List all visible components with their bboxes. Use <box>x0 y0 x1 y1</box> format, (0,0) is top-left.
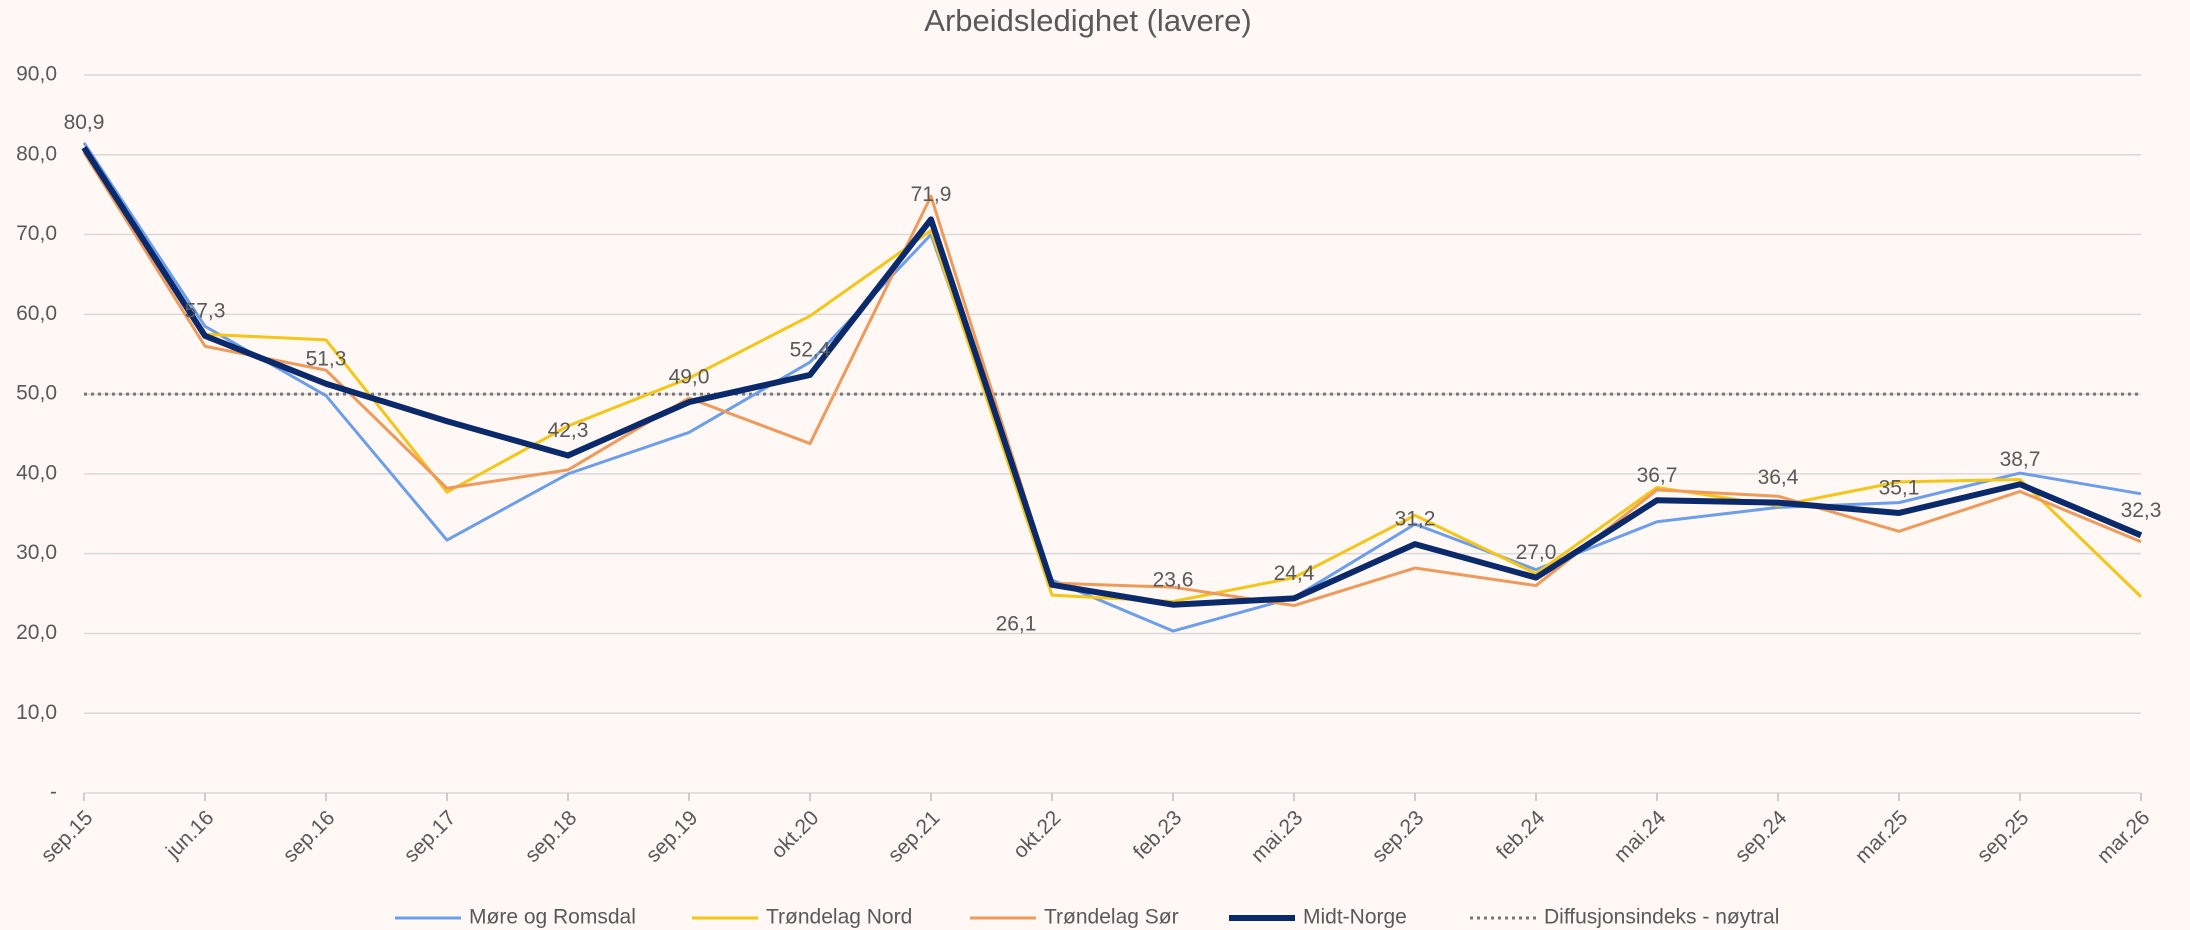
x-tick-label: mar.26 <box>2093 806 2155 868</box>
legend-label: Trøndelag Sør <box>1044 906 1179 929</box>
series-line <box>81 145 2143 608</box>
y-tick-label: 50,0 <box>16 382 57 405</box>
series-line <box>82 151 2142 608</box>
x-tick-label: sep.17 <box>400 806 461 867</box>
y-tick-label: 20,0 <box>16 621 57 644</box>
legend-label: Diffusjonsindeks - nøytral <box>1544 906 1779 929</box>
x-tick-label: sep.18 <box>521 806 582 867</box>
x-tick-label: okt.22 <box>1009 806 1066 863</box>
data-label: 52,4 <box>790 339 831 362</box>
y-tick-label: 10,0 <box>16 701 57 724</box>
y-tick-label: 40,0 <box>16 461 57 484</box>
data-label: 80,9 <box>64 111 105 134</box>
legend-label: Trøndelag Nord <box>766 906 912 929</box>
x-tick-label: sep.23 <box>1368 806 1429 867</box>
series-line <box>82 141 2142 633</box>
legend-label: Midt-Norge <box>1303 906 1407 929</box>
data-label: 38,7 <box>2000 448 2041 471</box>
data-label: 26,1 <box>996 612 1037 635</box>
x-tick-label: sep.21 <box>884 806 945 867</box>
x-tick-label: mai.23 <box>1247 806 1308 867</box>
y-tick-label: 30,0 <box>16 541 57 564</box>
series-line <box>82 149 2143 604</box>
data-label: 51,3 <box>306 347 347 370</box>
y-tick-label: 70,0 <box>16 222 57 245</box>
x-tick-label: sep.25 <box>1973 806 2034 867</box>
x-tick-label: mai.24 <box>1610 806 1671 867</box>
data-label: 23,6 <box>1153 568 1194 591</box>
x-tick-label: jun.16 <box>161 806 218 863</box>
data-label: 57,3 <box>185 299 226 322</box>
x-tick-label: sep.16 <box>279 806 340 867</box>
data-label: 35,1 <box>1879 477 1920 500</box>
x-tick-label: sep.15 <box>37 806 98 867</box>
data-label: 49,0 <box>669 366 710 389</box>
y-tick-label: - <box>50 781 57 804</box>
x-tick-label: sep.19 <box>642 806 703 867</box>
x-tick-label: mar.25 <box>1851 806 1913 868</box>
y-tick-label: 90,0 <box>16 63 57 86</box>
data-label: 71,9 <box>911 183 952 206</box>
data-label: 42,3 <box>548 419 589 442</box>
data-label: 32,3 <box>2121 499 2162 522</box>
y-tick-label: 60,0 <box>16 302 57 325</box>
x-tick-label: sep.24 <box>1731 806 1792 867</box>
data-label: 36,7 <box>1637 464 1678 487</box>
y-tick-label: 80,0 <box>16 142 57 165</box>
chart-title: Arbeidsledighet (lavere) <box>924 3 1251 38</box>
legend-label: Møre og Romsdal <box>469 906 636 929</box>
data-label: 36,4 <box>1758 466 1799 489</box>
x-tick-label: feb.23 <box>1129 806 1187 864</box>
data-label: 27,0 <box>1516 541 1557 564</box>
x-tick-label: okt.20 <box>767 806 824 863</box>
x-tick-label: feb.24 <box>1492 806 1550 864</box>
data-label: 24,4 <box>1274 562 1315 585</box>
data-label: 31,2 <box>1395 508 1436 531</box>
